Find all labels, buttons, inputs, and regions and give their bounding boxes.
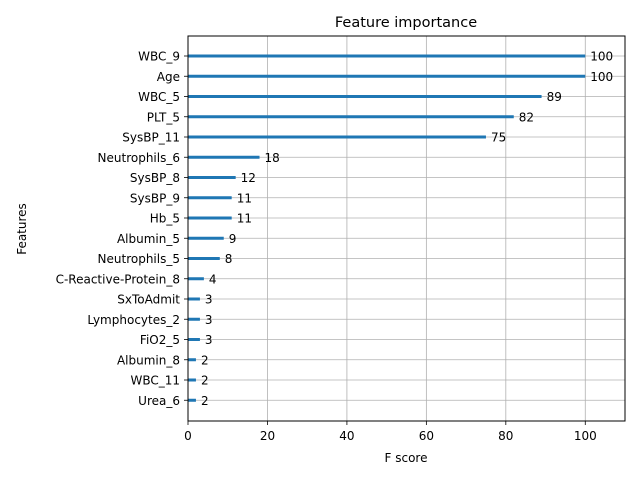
value-label: 2	[201, 394, 209, 408]
bars	[188, 54, 586, 402]
value-label: 2	[201, 353, 209, 367]
value-label: 2	[201, 374, 209, 388]
plot-frame	[187, 35, 626, 422]
value-label: 3	[205, 313, 213, 327]
value-label: 82	[519, 110, 534, 124]
y-tick-label: Albumin_8	[117, 353, 180, 367]
value-label: 75	[491, 131, 506, 145]
value-label: 3	[205, 293, 213, 307]
x-tick-label: 0	[184, 429, 192, 443]
y-tick-label: Neutrophils_5	[98, 252, 180, 266]
bar	[188, 196, 232, 200]
y-tick-label: Lymphocytes_2	[87, 313, 180, 327]
bar	[188, 54, 586, 58]
bar	[188, 216, 232, 220]
y-tick-label: PLT_5	[147, 110, 180, 124]
bar	[188, 317, 200, 321]
bar	[188, 115, 514, 119]
value-label: 8	[225, 252, 233, 266]
y-tick-label: FiO2_5	[140, 333, 180, 347]
bar	[188, 358, 196, 362]
y-tick-label: WBC_5	[138, 90, 180, 104]
bar	[188, 378, 196, 382]
y-tick-label: WBC_11	[130, 374, 180, 388]
bar	[188, 74, 586, 78]
bar	[188, 338, 200, 341]
bar	[188, 277, 204, 281]
bar	[188, 257, 220, 260]
x-tick-label: 60	[419, 429, 434, 443]
value-label: 100	[590, 70, 613, 84]
y-tick-label: WBC_9	[138, 50, 180, 64]
x-tick-label: 40	[339, 429, 354, 443]
bar	[188, 95, 542, 98]
chart-title: Feature importance	[335, 15, 477, 31]
y-axis-ticks: WBC_9 Age WBC_5 PLT_5 SysBP_11 Neutrophils_6 S…	[56, 50, 188, 408]
bar	[188, 297, 200, 301]
value-label: 12	[241, 171, 256, 185]
bar	[188, 236, 224, 240]
y-tick-label: Albumin_5	[117, 232, 180, 246]
y-tick-label: SxToAdmit	[117, 293, 180, 307]
y-tick-label: Neutrophils_6	[98, 151, 180, 165]
bar	[188, 155, 260, 159]
x-axis-ticks: 0 20 40 60 80 100	[184, 421, 597, 443]
bar	[188, 398, 196, 402]
value-label: 3	[205, 333, 213, 347]
bar	[188, 135, 486, 139]
y-tick-label: SysBP_8	[130, 171, 180, 185]
value-label: 11	[237, 212, 252, 226]
value-label: 89	[547, 90, 562, 104]
y-tick-label: Hb_5	[150, 212, 180, 226]
y-tick-label: Age	[157, 70, 180, 84]
y-tick-label: SysBP_9	[130, 191, 180, 205]
y-tick-label: Urea_6	[138, 394, 180, 408]
bar	[188, 176, 236, 179]
y-tick-label: C-Reactive-Protein_8	[56, 272, 180, 286]
x-tick-label: 20	[260, 429, 275, 443]
x-tick-label: 80	[498, 429, 513, 443]
value-label: 100	[590, 50, 613, 64]
y-axis-label: Features	[15, 203, 29, 255]
x-tick-label: 100	[574, 429, 597, 443]
value-label: 18	[265, 151, 280, 165]
value-label: 4	[209, 272, 217, 286]
value-label: 9	[229, 232, 237, 246]
y-tick-label: SysBP_11	[122, 131, 180, 145]
value-label: 11	[237, 191, 252, 205]
x-axis-label: F score	[385, 451, 428, 465]
